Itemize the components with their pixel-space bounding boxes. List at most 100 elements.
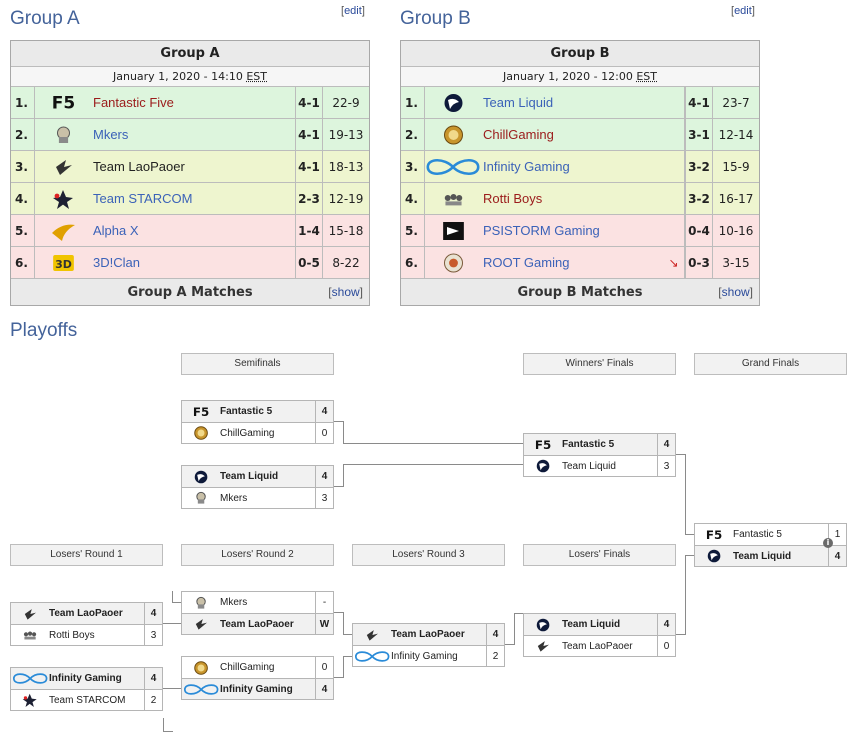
match-record: 2-3 xyxy=(295,183,323,214)
bracket-team-row[interactable]: Team LaoPaoer 0 xyxy=(524,635,675,656)
bracket-team-row[interactable]: Team LaoPaoer 4 xyxy=(353,624,504,645)
root-logo-icon xyxy=(425,247,481,278)
bracket-team-row[interactable]: Team Liquid 3 xyxy=(524,455,675,476)
group-b-edit-link[interactable]: [edit] xyxy=(731,5,755,17)
bracket-team-row[interactable]: Team STARCOM 2 xyxy=(11,689,162,710)
bracket-team-name: Mkers xyxy=(220,492,248,504)
team-name-link[interactable]: Fantastic Five xyxy=(93,95,174,110)
bracket-team-name: Infinity Gaming xyxy=(49,673,122,684)
bracket-team-row[interactable]: Team Liquid 4 xyxy=(524,614,675,635)
team-name-link[interactable]: Team STARCOM xyxy=(93,191,193,206)
info-icon[interactable]: i xyxy=(823,538,833,548)
match-record: 0-5 xyxy=(295,247,323,278)
game-record: 3-15 xyxy=(722,255,750,270)
round-header-losers-finals: Losers' Finals xyxy=(523,544,676,566)
row-marker xyxy=(663,87,685,118)
bracket-team-row[interactable]: F5 Fantastic 5 4 xyxy=(524,434,675,455)
starcom-logo-icon xyxy=(11,693,49,707)
match-winners-final[interactable]: F5 Fantastic 5 4 Team Liquid 3 xyxy=(523,433,676,477)
group-a-show-link[interactable]: [show] xyxy=(328,285,363,299)
standings-row: 5. PSISTORM Gaming 0-4 10-16 xyxy=(401,215,759,247)
f5-logo-icon: F5 xyxy=(524,438,562,452)
bracket-team-row[interactable]: Mkers 3 xyxy=(182,487,333,508)
match-losers-round-1a[interactable]: Team LaoPaoer 4 Rotti Boys 3 xyxy=(10,602,163,646)
team-name-link[interactable]: Infinity Gaming xyxy=(483,159,570,174)
bracket-team-row[interactable]: Rotti Boys 3 xyxy=(11,624,162,645)
bracket-team-name: Rotti Boys xyxy=(49,629,95,641)
bracket-team-row[interactable]: ChillGaming 0 xyxy=(182,422,333,443)
standings-row: 2. Mkers 4-1 19-13 xyxy=(11,119,369,151)
game-record: 8-22 xyxy=(332,255,360,270)
mkers-logo-icon xyxy=(182,491,220,505)
laopaoer-logo-icon xyxy=(182,617,220,631)
bracket-team-row[interactable]: F5 Fantastic 5 1 xyxy=(695,524,846,545)
team-name-link[interactable]: 3D!Clan xyxy=(93,255,140,270)
group-b-table-title: Group B xyxy=(401,41,759,67)
match-losers-round-3[interactable]: Team LaoPaoer 4 Infinity Gaming 2 xyxy=(352,623,505,667)
team-name-link[interactable]: Mkers xyxy=(93,127,129,142)
standings-row: 5. Alpha X 1-4 15-18 xyxy=(11,215,369,247)
bracket-line xyxy=(514,613,523,614)
bracket-score: W xyxy=(315,614,333,634)
bracket-line xyxy=(343,421,344,443)
laopaoer-logo-icon xyxy=(11,607,49,621)
match-losers-round-1b[interactable]: Infinity Gaming 4 Team STARCOM 2 xyxy=(10,667,163,711)
round-header-losers-round-2: Losers' Round 2 xyxy=(181,544,334,566)
group-b-show-link[interactable]: [show] xyxy=(718,285,753,299)
bracket-team-row[interactable]: Infinity Gaming 4 xyxy=(11,668,162,689)
standings-row: 3. Infinity Gaming 3-2 15-9 xyxy=(401,151,759,183)
bracket-team-name: Fantastic 5 xyxy=(733,529,782,540)
team-name-link[interactable]: Team LaoPaoer xyxy=(93,159,185,174)
bracket-team-name: ChillGaming xyxy=(220,427,275,439)
game-record: 23-7 xyxy=(722,95,750,110)
bracket-line xyxy=(685,454,686,534)
round-header-losers-round-1: Losers' Round 1 xyxy=(10,544,163,566)
team-name-link[interactable]: Alpha X xyxy=(93,223,139,238)
bracket-score: 4 xyxy=(657,434,675,455)
bracket-score: 4 xyxy=(144,668,162,689)
game-record: 19-13 xyxy=(328,127,364,142)
bracket-score: 3 xyxy=(144,625,162,645)
bracket-score: 0 xyxy=(315,657,333,678)
group-a-edit-link[interactable]: [edit] xyxy=(341,5,365,17)
bracket-team-row[interactable]: Team Liquid 4 xyxy=(182,466,333,487)
row-marker xyxy=(663,119,685,150)
game-record: 12-19 xyxy=(328,191,364,206)
bracket-line xyxy=(676,634,686,635)
team-name-link[interactable]: Rotti Boys xyxy=(483,191,543,206)
bracket-team-row[interactable]: Infinity Gaming 4 xyxy=(182,678,333,699)
bracket-line xyxy=(334,486,344,487)
match-grand-final[interactable]: F5 Fantastic 5 1 Team Liquid 4 xyxy=(694,523,847,567)
bracket-line xyxy=(343,464,344,487)
bracket-score: 4 xyxy=(144,603,162,624)
match-record: 4-1 xyxy=(295,119,323,150)
match-semifinal-2[interactable]: Team Liquid 4 Mkers 3 xyxy=(181,465,334,509)
group-b-title: Group B xyxy=(400,8,471,29)
standings-row: 6. 3D 3D!Clan 0-5 8-22 xyxy=(11,247,369,279)
bracket-team-row[interactable]: ChillGaming 0 xyxy=(182,657,333,678)
team-name-link[interactable]: ROOT Gaming xyxy=(483,255,570,270)
group-b-matches-toggle: Group B Matches [show] xyxy=(401,279,759,305)
bracket-line xyxy=(334,421,344,422)
svg-text:F5: F5 xyxy=(706,528,722,542)
bracket-line xyxy=(343,464,523,465)
f5-logo-icon: F5 xyxy=(35,87,91,118)
bracket-team-row[interactable]: Team LaoPaoer 4 xyxy=(11,603,162,624)
match-losers-final[interactable]: Team Liquid 4 Team LaoPaoer 0 xyxy=(523,613,676,657)
row-marker xyxy=(663,183,685,214)
team-name-link[interactable]: PSISTORM Gaming xyxy=(483,223,600,238)
team-name-link[interactable]: ChillGaming xyxy=(483,127,554,142)
bracket-team-row[interactable]: Team Liquid 4 xyxy=(695,545,846,566)
bracket-team-row[interactable]: F5 Fantastic 5 4 xyxy=(182,401,333,422)
bracket-line xyxy=(685,555,686,635)
bracket-team-row[interactable]: Mkers - xyxy=(182,592,333,613)
bracket-score: 4 xyxy=(315,401,333,422)
chill-logo-icon xyxy=(182,660,220,675)
bracket-team-row[interactable]: Infinity Gaming 2 xyxy=(353,645,504,666)
match-losers-round-2b[interactable]: ChillGaming 0 Infinity Gaming 4 xyxy=(181,656,334,700)
bracket-score: 3 xyxy=(315,488,333,508)
match-losers-round-2a[interactable]: Mkers - Team LaoPaoer W xyxy=(181,591,334,635)
team-name-link[interactable]: Team Liquid xyxy=(483,95,554,110)
bracket-team-row[interactable]: Team LaoPaoer W xyxy=(182,613,333,634)
match-semifinal-1[interactable]: F5 Fantastic 5 4 ChillGaming 0 xyxy=(181,400,334,444)
